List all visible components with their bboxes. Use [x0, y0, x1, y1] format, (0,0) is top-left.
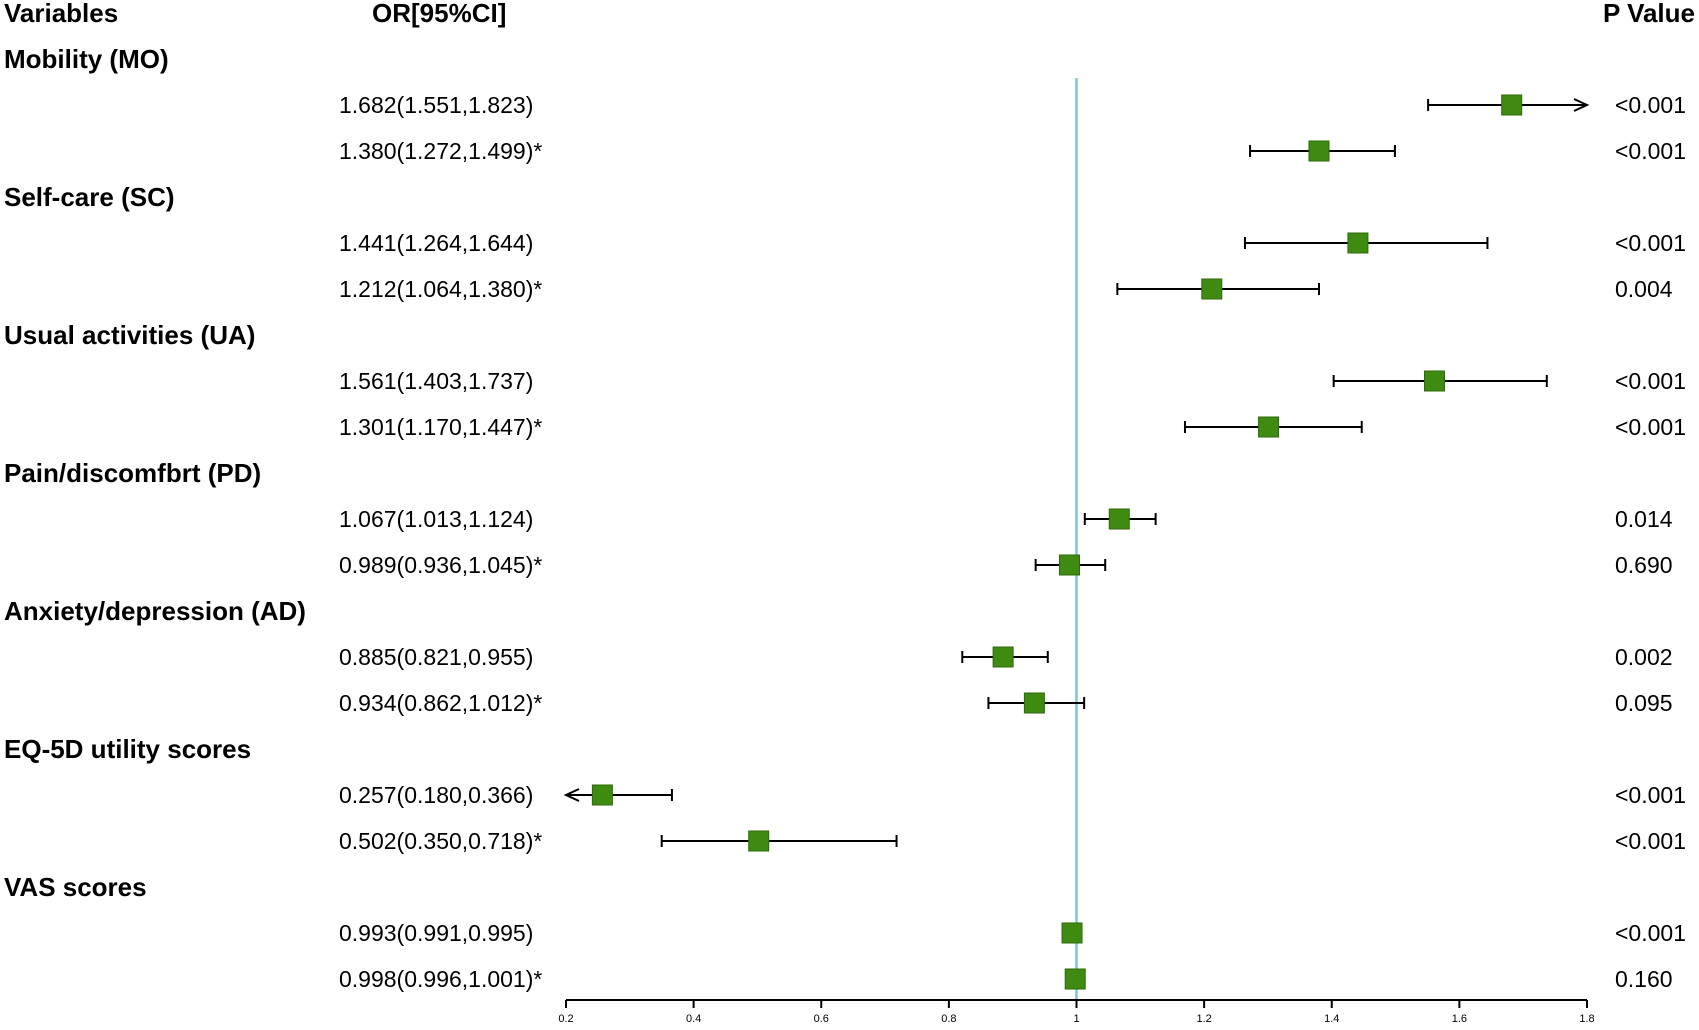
ci-arrow-right: [1573, 98, 1590, 112]
p-value: <0.001: [1615, 92, 1686, 118]
or-ci-label: 0.993(0.991,0.995): [339, 920, 533, 946]
or-ci-label: 1.067(1.013,1.124): [339, 506, 533, 532]
group-label: Pain/discomfbrt (PD): [4, 458, 261, 488]
or-marker: [1201, 278, 1223, 300]
group-label: VAS scores: [4, 872, 147, 902]
or-ci-label: 0.989(0.936,1.045)*: [339, 552, 542, 578]
or-ci-label: 1.212(1.064,1.380)*: [339, 276, 542, 302]
ci-arrow-left: [563, 788, 580, 802]
or-marker: [1064, 968, 1086, 990]
header-or-ci: OR[95%CI]: [372, 0, 506, 28]
x-tick-label: 0.8: [941, 1013, 956, 1025]
or-marker: [1501, 94, 1523, 116]
p-value: 0.690: [1615, 552, 1673, 578]
x-tick-label: 1.4: [1324, 1013, 1339, 1025]
x-tick-label: 0.2: [558, 1013, 573, 1025]
group-label: EQ-5D utility scores: [4, 734, 251, 764]
or-marker: [1058, 554, 1080, 576]
p-value: 0.014: [1615, 506, 1673, 532]
x-tick-label: 0.4: [686, 1013, 701, 1025]
group-label: Self-care (SC): [4, 182, 175, 212]
or-marker: [992, 646, 1014, 668]
forest-rows: Mobility (MO) 1.682(1.551,1.823) <0.001 1.3…: [4, 44, 1686, 1000]
header-p-value: P Value: [1603, 0, 1695, 28]
p-value: <0.001: [1615, 782, 1686, 808]
or-marker: [1061, 922, 1083, 944]
group-label: Usual activities (UA): [4, 320, 255, 350]
or-ci-label: 1.301(1.170,1.447)*: [339, 414, 542, 440]
or-ci-label: 1.380(1.272,1.499)*: [339, 138, 542, 164]
or-marker: [1023, 692, 1045, 714]
or-ci-label: 0.257(0.180,0.366): [339, 782, 533, 808]
group-label: Anxiety/depression (AD): [4, 596, 306, 626]
or-marker: [1347, 232, 1369, 254]
x-tick-label: 1.8: [1579, 1013, 1594, 1025]
or-marker: [1258, 416, 1280, 438]
or-marker: [748, 830, 770, 852]
p-value: <0.001: [1615, 920, 1686, 946]
or-ci-label: 0.885(0.821,0.955): [339, 644, 533, 670]
p-value: 0.002: [1615, 644, 1673, 670]
or-ci-label: 0.502(0.350,0.718)*: [339, 828, 542, 854]
p-value: 0.095: [1615, 690, 1673, 716]
or-ci-label: 1.441(1.264,1.644): [339, 230, 533, 256]
p-value: <0.001: [1615, 230, 1686, 256]
group-label: Mobility (MO): [4, 44, 169, 74]
x-tick-label: 1: [1073, 1013, 1079, 1025]
or-ci-label: 1.682(1.551,1.823): [339, 92, 533, 118]
p-value: <0.001: [1615, 368, 1686, 394]
or-ci-label: 1.561(1.403,1.737): [339, 368, 533, 394]
or-marker: [1108, 508, 1130, 530]
x-tick-label: 0.6: [814, 1013, 829, 1025]
or-marker: [1308, 140, 1330, 162]
p-value: <0.001: [1615, 414, 1686, 440]
x-axis: 0.2 0.4 0.6 0.8 1 1.2 1.4 1.6 1.8: [558, 999, 1595, 1025]
p-value: <0.001: [1615, 138, 1686, 164]
header-variables: Variables: [4, 0, 118, 28]
x-tick-label: 1.6: [1452, 1013, 1467, 1025]
p-value: <0.001: [1615, 828, 1686, 854]
or-marker: [591, 784, 613, 806]
x-tick-label: 1.2: [1196, 1013, 1211, 1025]
or-ci-label: 0.934(0.862,1.012)*: [339, 690, 542, 716]
or-marker: [1423, 370, 1445, 392]
or-ci-label: 0.998(0.996,1.001)*: [339, 966, 542, 992]
p-value: 0.004: [1615, 276, 1673, 302]
p-value: 0.160: [1615, 966, 1673, 992]
